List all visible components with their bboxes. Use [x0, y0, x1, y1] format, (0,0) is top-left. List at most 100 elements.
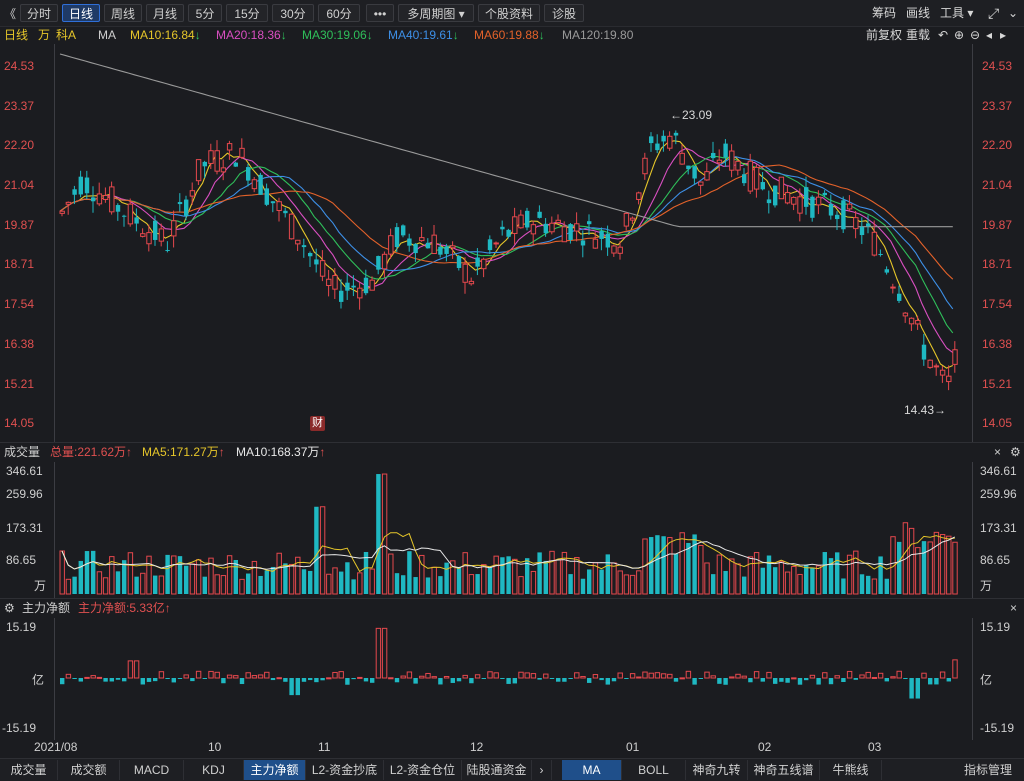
- flow-bar: [177, 678, 183, 679]
- tab-macd[interactable]: MACD: [120, 760, 184, 780]
- tab-main-net-flow[interactable]: 主力净额: [244, 760, 306, 780]
- flow-bar: [556, 678, 561, 682]
- candle-body: [326, 278, 332, 287]
- stock-info-button[interactable]: 个股资料: [478, 4, 540, 22]
- period-tab-6[interactable]: 30分: [272, 4, 314, 22]
- reload-button[interactable]: 重载: [906, 28, 931, 42]
- ma-label[interactable]: MA: [98, 28, 116, 42]
- tab-volume[interactable]: 成交量: [0, 760, 58, 780]
- flow-bar: [438, 678, 443, 685]
- candle-body: [177, 202, 183, 205]
- period-tab-5[interactable]: 15分: [226, 4, 268, 22]
- flow-settings-icon[interactable]: ⚙: [4, 601, 15, 615]
- period-tab-2[interactable]: 周线: [104, 4, 142, 22]
- period-tab-0[interactable]: 分时: [20, 4, 58, 22]
- flow-bar: [617, 672, 623, 679]
- candle-body: [841, 200, 846, 230]
- volume-bar: [810, 567, 815, 594]
- flow-bar: [443, 676, 450, 679]
- tab-l2-position[interactable]: L2-资金仓位: [384, 760, 462, 780]
- period-tab-7[interactable]: 60分: [318, 4, 360, 22]
- vol-axis-left-3: 86.65: [6, 553, 37, 567]
- volume-panel-header: 成交量 总量:221.62万↑ MA5:171.27万↑ MA10:168.37…: [0, 443, 1024, 461]
- candle-body: [407, 238, 412, 246]
- tab-turnover[interactable]: 成交额: [58, 760, 120, 780]
- multi-period-dropdown[interactable]: 多周期图 ▾: [398, 4, 474, 22]
- flow-bar: [493, 672, 499, 679]
- expand-icon[interactable]: ⤢: [988, 5, 1000, 21]
- flow-bar: [183, 674, 189, 679]
- flow-bar: [648, 672, 654, 679]
- diagnose-button[interactable]: 诊股: [544, 4, 584, 22]
- volume-bar: [288, 563, 295, 595]
- volume-settings-icon[interactable]: ⚙: [1010, 445, 1021, 459]
- flow-bar: [934, 678, 939, 685]
- candle-body: [549, 222, 555, 233]
- flow-bar: [804, 678, 809, 681]
- candle-body: [369, 279, 375, 291]
- volume-bar: [735, 563, 741, 595]
- more-button[interactable]: •••: [366, 4, 394, 22]
- zoom-in-icon[interactable]: ⊕: [954, 28, 965, 42]
- flow-close-icon[interactable]: ×: [1010, 601, 1018, 615]
- period-tab-1[interactable]: 日线: [62, 4, 100, 22]
- back-icon[interactable]: 《: [4, 7, 17, 21]
- finance-badge[interactable]: 财: [310, 416, 325, 431]
- draw-line-button[interactable]: 画线: [906, 6, 931, 20]
- indicator-manage-button[interactable]: 指标管理: [963, 763, 1012, 777]
- tab-magic-nine[interactable]: 神奇九转: [686, 760, 748, 780]
- left-arrow-icon[interactable]: ◂: [986, 28, 993, 42]
- flow-bar: [599, 678, 604, 681]
- volume-bar: [636, 570, 642, 595]
- tab-kdj[interactable]: KDJ: [184, 760, 244, 780]
- flow-bar: [345, 678, 350, 685]
- price-axis-right-2: 22.20: [982, 138, 1013, 152]
- tools-dropdown[interactable]: 工具 ▾: [940, 6, 974, 20]
- flow-bar: [537, 678, 542, 680]
- chips-button[interactable]: 筹码: [872, 6, 897, 20]
- flow-bar: [357, 676, 363, 679]
- x-label-1: 10: [208, 740, 222, 754]
- price-axis-right-7: 16.38: [982, 337, 1013, 351]
- tab-magic-five[interactable]: 神奇五线谱: [748, 760, 820, 780]
- flow-bar: [375, 627, 382, 679]
- volume-bar: [518, 576, 524, 595]
- candle-body: [773, 185, 778, 206]
- flow-bar: [202, 678, 207, 679]
- tab-boll[interactable]: BOLL: [622, 760, 686, 780]
- volume-bar: [314, 506, 319, 594]
- flow-bar: [877, 672, 884, 679]
- price-axis-left-6: 17.54: [4, 297, 35, 311]
- volume-bar: [555, 559, 561, 595]
- flow-bar: [549, 678, 555, 679]
- x-label-6: 03: [868, 740, 882, 754]
- volume-bar: [115, 571, 121, 594]
- adjust-button[interactable]: 前复权: [866, 28, 903, 42]
- volume-bar: [846, 554, 853, 595]
- candle-body: [512, 216, 518, 234]
- candle-body: [574, 223, 580, 232]
- right-arrow-icon[interactable]: ▸: [1000, 28, 1007, 42]
- zoom-out-icon[interactable]: ⊖: [970, 28, 981, 42]
- price-axis-left-0: 24.53: [4, 59, 35, 73]
- period-tab-4[interactable]: 5分: [188, 4, 222, 22]
- period-tab-3[interactable]: 月线: [146, 4, 184, 22]
- volume-bar: [574, 557, 580, 595]
- volume-close-icon[interactable]: ×: [994, 445, 1002, 459]
- flow-bar: [289, 678, 294, 696]
- flow-bar: [165, 678, 170, 679]
- tab-l2-bottom[interactable]: L2-资金抄底: [306, 760, 384, 780]
- volume-bar: [568, 574, 573, 594]
- tab-ma[interactable]: MA: [562, 760, 622, 780]
- candle-body: [890, 286, 896, 289]
- tab-bull-bear[interactable]: 牛熊线: [820, 760, 882, 780]
- flow-bar: [406, 671, 413, 679]
- volume-bar: [897, 541, 902, 594]
- undo-icon[interactable]: ↶: [938, 28, 949, 42]
- double-down-icon[interactable]: ⌄: [1008, 6, 1019, 20]
- tabs-scroll-arrow[interactable]: ›: [532, 760, 552, 780]
- low-price-label: 14.43→: [904, 403, 947, 417]
- tab-northbound[interactable]: 陆股通资金: [462, 760, 532, 780]
- candle-body: [561, 226, 568, 243]
